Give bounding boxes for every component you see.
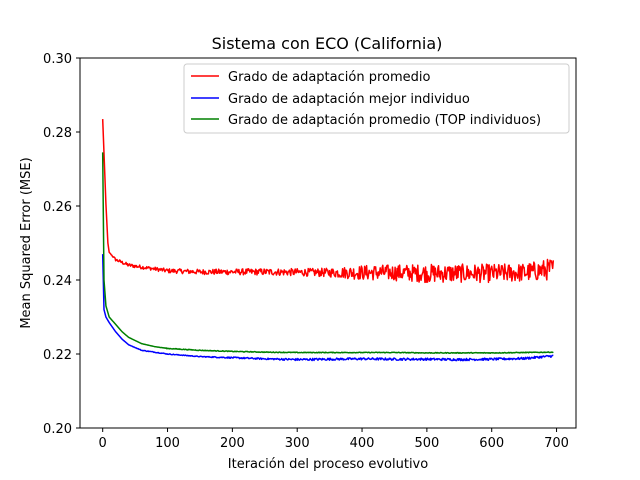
series-layer <box>101 119 555 362</box>
legend-label-mejor: Grado de adaptación mejor individuo <box>228 92 470 107</box>
legend-label-promedio: Grado de adaptación promedio <box>228 70 430 85</box>
legend-frame <box>183 63 570 134</box>
series-line-promedio <box>101 119 555 284</box>
series-line-mejor <box>101 254 554 362</box>
y-tick-label: 0.24 <box>43 274 72 289</box>
x-tick-label: 600 <box>479 436 504 451</box>
plot-area <box>79 57 577 429</box>
x-tick-label: 300 <box>285 436 310 451</box>
y-axis-label: Mean Squared Error (MSE) <box>19 157 34 328</box>
x-tick-label: 0 <box>99 436 107 451</box>
y-tick-label: 0.28 <box>43 126 72 141</box>
y-axis: 0.20 0.22 0.24 0.26 0.28 0.30 <box>43 52 80 437</box>
x-axis-label: Iteración del proceso evolutivo <box>228 457 428 472</box>
x-tick-label: 100 <box>155 436 180 451</box>
legend: Grado de adaptación promedio Grado de ad… <box>183 63 570 134</box>
series-line-top <box>101 152 554 355</box>
plot-frame <box>79 57 577 429</box>
y-tick-label: 0.20 <box>43 422 72 437</box>
x-tick-label: 700 <box>544 436 569 451</box>
y-tick-label: 0.30 <box>43 52 72 67</box>
x-axis: 0 100 200 300 400 500 600 700 <box>99 428 569 451</box>
x-tick-label: 200 <box>220 436 245 451</box>
legend-label-top: Grado de adaptación promedio (TOP indivi… <box>228 113 541 128</box>
y-tick-label: 0.26 <box>43 200 72 215</box>
x-tick-label: 400 <box>350 436 375 451</box>
y-tick-label: 0.22 <box>43 348 72 363</box>
chart-title: Sistema con ECO (California) <box>212 34 443 53</box>
x-tick-label: 500 <box>414 436 439 451</box>
